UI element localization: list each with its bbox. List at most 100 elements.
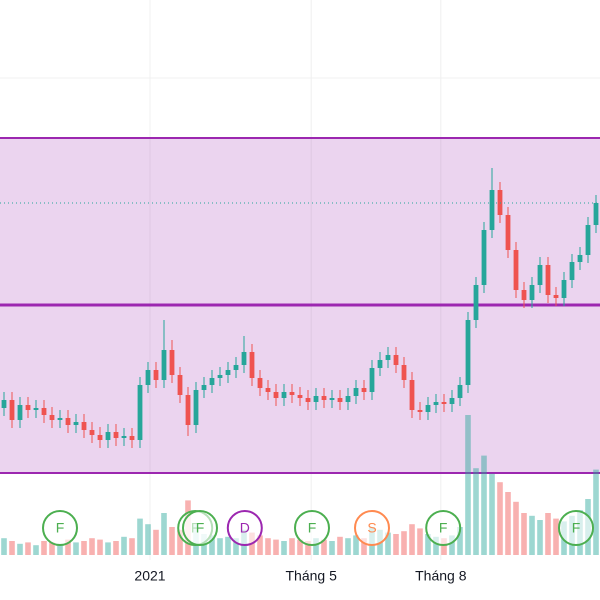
candle-body — [177, 375, 183, 395]
candle-body — [449, 398, 455, 404]
candle-body — [305, 398, 311, 402]
volume-bar — [449, 535, 455, 555]
candle-body — [145, 370, 151, 385]
candle-body — [249, 352, 255, 378]
volume-bar — [25, 542, 31, 555]
volume-bar — [513, 501, 519, 555]
volume-bar — [73, 542, 79, 555]
volume-bar — [409, 524, 415, 555]
candle-body — [425, 405, 431, 412]
candle-body — [233, 365, 239, 370]
candle-body — [65, 418, 71, 425]
volume-bar — [593, 469, 599, 555]
volume-bar — [521, 513, 527, 555]
event-marker — [226, 510, 263, 546]
candle-body — [393, 355, 399, 365]
candle-body — [505, 215, 511, 250]
candle-body — [17, 405, 23, 420]
volume-bar — [425, 534, 431, 555]
candle-body — [185, 395, 191, 425]
volume-bar — [505, 492, 511, 555]
candle-body — [105, 432, 111, 440]
candle-body — [137, 385, 143, 440]
volume-bar — [1, 538, 7, 555]
candle-body — [561, 280, 567, 298]
candle-body — [217, 375, 223, 378]
volume-bar — [553, 518, 559, 555]
volume-bar — [169, 527, 175, 555]
candle-body — [265, 388, 271, 392]
volume-bar — [401, 531, 407, 555]
candle-body — [345, 396, 351, 402]
candle-body — [241, 352, 247, 365]
candle-body — [377, 360, 383, 368]
volume-bar — [113, 541, 119, 555]
volume-bar — [9, 541, 15, 555]
volume-bar — [209, 535, 215, 555]
candle-body — [481, 230, 487, 285]
candle-body — [33, 408, 39, 410]
volume-bar — [273, 539, 279, 555]
volume-bar — [17, 543, 23, 555]
volume-bar — [105, 542, 111, 555]
volume-bar — [153, 529, 159, 555]
event-marker — [558, 510, 594, 546]
candle-body — [593, 203, 599, 225]
candle-body — [153, 370, 159, 380]
candle-body — [281, 392, 287, 398]
volume-bar — [329, 541, 335, 555]
candle-body — [433, 402, 439, 405]
volume-bar — [417, 528, 423, 555]
candle-body — [417, 410, 423, 412]
event-label: S — [367, 520, 376, 536]
volume-bar — [385, 532, 391, 555]
candle-body — [81, 422, 87, 430]
volume-bar — [81, 541, 87, 555]
volume-bar — [545, 513, 551, 555]
candle-body — [585, 225, 591, 255]
event-marker — [42, 510, 78, 546]
x-tick-label: 2021 — [134, 568, 165, 584]
volume-bar — [177, 529, 183, 555]
candle-body — [97, 435, 103, 440]
volume-bar — [465, 415, 471, 555]
candle-body — [257, 378, 263, 388]
volume-bar — [137, 518, 143, 555]
candle-body — [121, 436, 127, 438]
volume-bar — [129, 538, 135, 555]
volume-bar — [361, 538, 367, 555]
candle-body — [89, 430, 95, 435]
candle-body — [313, 396, 319, 402]
candle-body — [337, 398, 343, 402]
candle-body — [129, 436, 135, 440]
volume-bar — [289, 538, 295, 555]
candle-body — [577, 255, 583, 262]
candle-body — [545, 265, 551, 295]
volume-bar — [393, 534, 399, 555]
event-label: F — [439, 520, 448, 536]
volume-bar — [537, 520, 543, 555]
volume-bar — [145, 524, 151, 555]
volume-bar — [89, 538, 95, 555]
volume-bar — [489, 473, 495, 555]
candle-body — [209, 378, 215, 385]
volume-bar — [321, 539, 327, 555]
volume-bar — [473, 468, 479, 555]
candle-body — [113, 432, 119, 438]
volume-bar — [65, 539, 71, 555]
candle-body — [521, 290, 527, 300]
event-marker — [354, 510, 390, 546]
candle-body — [321, 396, 327, 400]
candle-body — [25, 405, 31, 410]
candle-body — [385, 355, 391, 360]
candle-body — [225, 370, 231, 375]
volume-bar — [57, 543, 63, 555]
volume-bar — [281, 541, 287, 555]
event-label: D — [240, 520, 250, 536]
x-tick-label: Tháng 8 — [415, 568, 467, 584]
volume-bar — [353, 535, 359, 555]
candle-body — [57, 418, 63, 420]
volume-bar — [33, 545, 39, 555]
